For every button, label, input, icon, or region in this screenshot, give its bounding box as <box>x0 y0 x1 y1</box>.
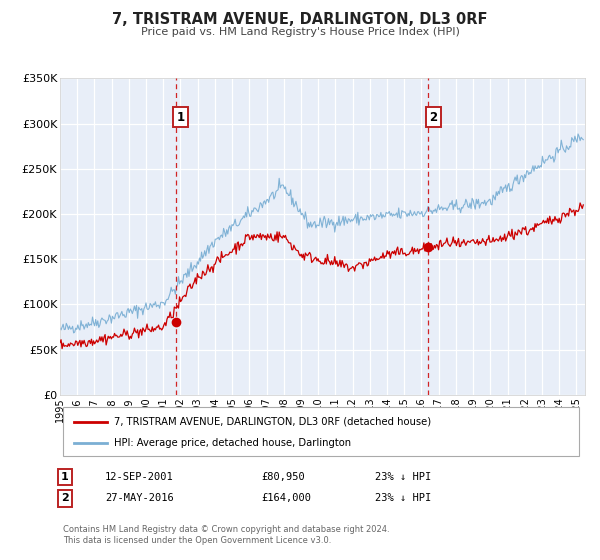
Text: 1: 1 <box>176 111 185 124</box>
Text: 2: 2 <box>430 111 437 124</box>
Text: Contains HM Land Registry data © Crown copyright and database right 2024.: Contains HM Land Registry data © Crown c… <box>63 525 389 534</box>
Text: HPI: Average price, detached house, Darlington: HPI: Average price, detached house, Darl… <box>114 437 351 447</box>
Text: 12-SEP-2001: 12-SEP-2001 <box>105 472 174 482</box>
Text: £164,000: £164,000 <box>261 493 311 503</box>
Text: This data is licensed under the Open Government Licence v3.0.: This data is licensed under the Open Gov… <box>63 536 331 545</box>
Text: 7, TRISTRAM AVENUE, DARLINGTON, DL3 0RF: 7, TRISTRAM AVENUE, DARLINGTON, DL3 0RF <box>112 12 488 27</box>
Text: 7, TRISTRAM AVENUE, DARLINGTON, DL3 0RF (detached house): 7, TRISTRAM AVENUE, DARLINGTON, DL3 0RF … <box>114 417 431 427</box>
Text: 1: 1 <box>61 472 68 482</box>
Text: 23% ↓ HPI: 23% ↓ HPI <box>375 493 431 503</box>
Text: 27-MAY-2016: 27-MAY-2016 <box>105 493 174 503</box>
Text: Price paid vs. HM Land Registry's House Price Index (HPI): Price paid vs. HM Land Registry's House … <box>140 27 460 37</box>
Text: 2: 2 <box>61 493 68 503</box>
Text: 23% ↓ HPI: 23% ↓ HPI <box>375 472 431 482</box>
Text: £80,950: £80,950 <box>261 472 305 482</box>
